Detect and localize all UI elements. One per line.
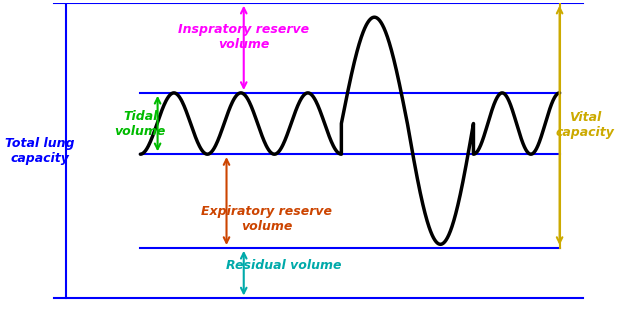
Text: Expiratory reserve
volume: Expiratory reserve volume: [202, 205, 332, 233]
Text: Total lung
capacity: Total lung capacity: [5, 137, 74, 165]
Text: Vital
capacity: Vital capacity: [556, 111, 615, 139]
Text: Tidal
volume: Tidal volume: [115, 110, 166, 138]
Text: Inspratory reserve
volume: Inspratory reserve volume: [178, 23, 309, 51]
Text: Residual volume: Residual volume: [226, 259, 342, 273]
